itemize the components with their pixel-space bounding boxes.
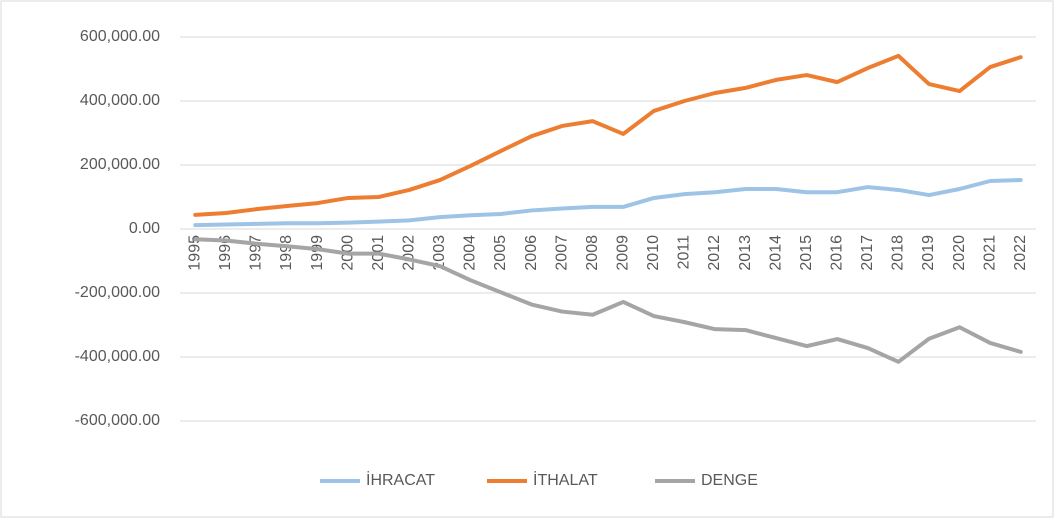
legend-label: İTHALAT [533,470,598,489]
x-tick-label: 1996 [217,235,234,271]
x-tick-label: 2018 [890,235,907,271]
x-tick-label: 2022 [1012,235,1029,271]
x-tick-label: 2006 [523,235,540,271]
x-tick-label: 1997 [248,235,265,271]
y-tick-label: -200,000.00 [75,284,161,301]
series-line [193,178,1023,228]
x-tick-label: 2009 [615,235,632,271]
x-tick-label: 2020 [951,235,968,271]
x-tick-label: 2019 [920,235,937,271]
x-tick-label: 2013 [737,235,754,271]
x-tick-label: 2002 [401,235,418,271]
x-tick-label: 2007 [553,235,570,271]
x-tick-label: 2010 [645,235,662,271]
x-tick-label: 2004 [462,235,479,271]
x-tick-label: 1995 [187,235,204,271]
y-tick-label: 600,000.00 [80,28,160,45]
x-tick-label: 1998 [278,235,295,271]
y-tick-label: 400,000.00 [80,92,160,109]
y-tick-label: 0.00 [129,220,160,237]
x-tick-label: 2014 [767,235,784,271]
x-tick-label: 2017 [859,235,876,271]
series-line [193,53,1023,217]
x-tick-label: 2016 [829,235,846,271]
y-tick-label: -600,000.00 [75,412,161,429]
x-tick-label: 2011 [676,235,693,270]
x-tick-label: 2015 [798,235,815,271]
x-tick-label: 2012 [706,235,723,271]
x-tick-label: 2003 [431,235,448,271]
y-tick-label: -400,000.00 [75,348,161,365]
x-tick-label: 2005 [492,235,509,271]
legend-label: DENGE [701,472,758,489]
x-tick-label: 1999 [309,235,326,271]
legend-label: İHRACAT [366,470,435,489]
y-tick-label: 200,000.00 [80,156,160,173]
series-line [193,237,1023,364]
x-tick-label: 2021 [981,235,998,271]
x-tick-label: 2008 [584,235,601,271]
